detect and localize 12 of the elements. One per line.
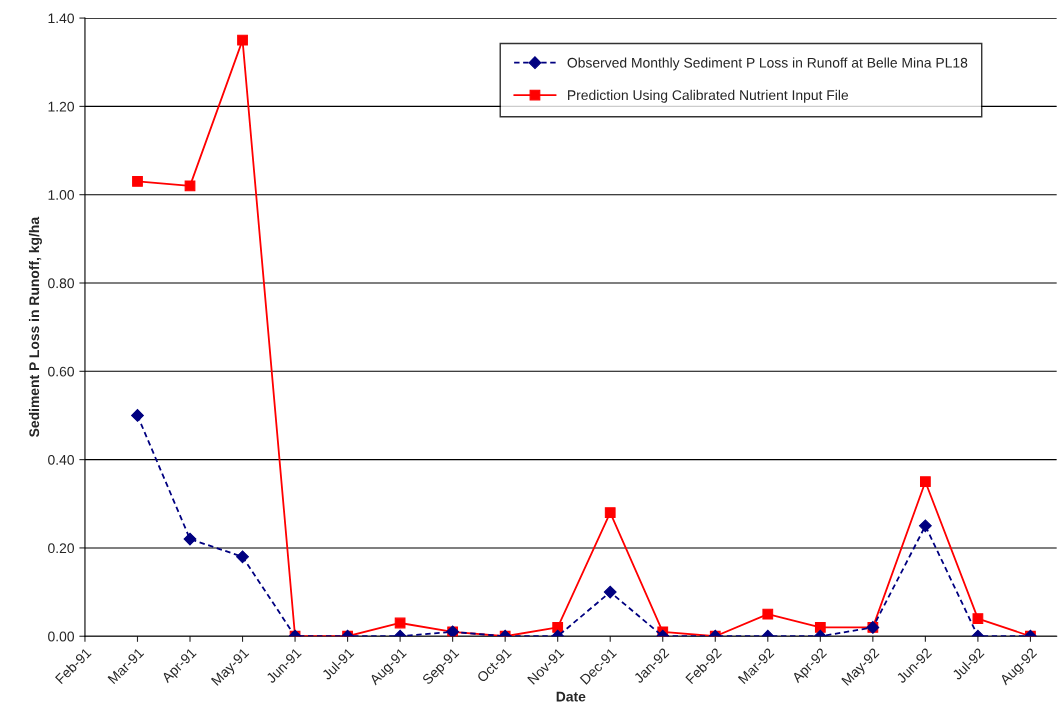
legend-label: Observed Monthly Sediment P Loss in Runoff at Belle Mina PL18 [567, 57, 968, 71]
y-tick-label: 1.40 [48, 13, 74, 24]
y-tick-label: 0.60 [48, 366, 74, 377]
x-axis-title: Date [556, 691, 586, 702]
y-axis-title: Sediment P Loss in Runoff, kg/ha [28, 216, 42, 437]
y-tick-label: 1.20 [48, 101, 74, 112]
y-tick-label: 0.80 [48, 278, 74, 289]
y-tick-label: 0.20 [48, 543, 74, 554]
y-tick-label: 1.00 [48, 190, 74, 200]
y-tick-label: 0.00 [48, 631, 74, 642]
legend-label: Prediction Using Calibrated Nutrient Input File [568, 89, 849, 103]
y-tick-label: 0.40 [48, 454, 74, 465]
